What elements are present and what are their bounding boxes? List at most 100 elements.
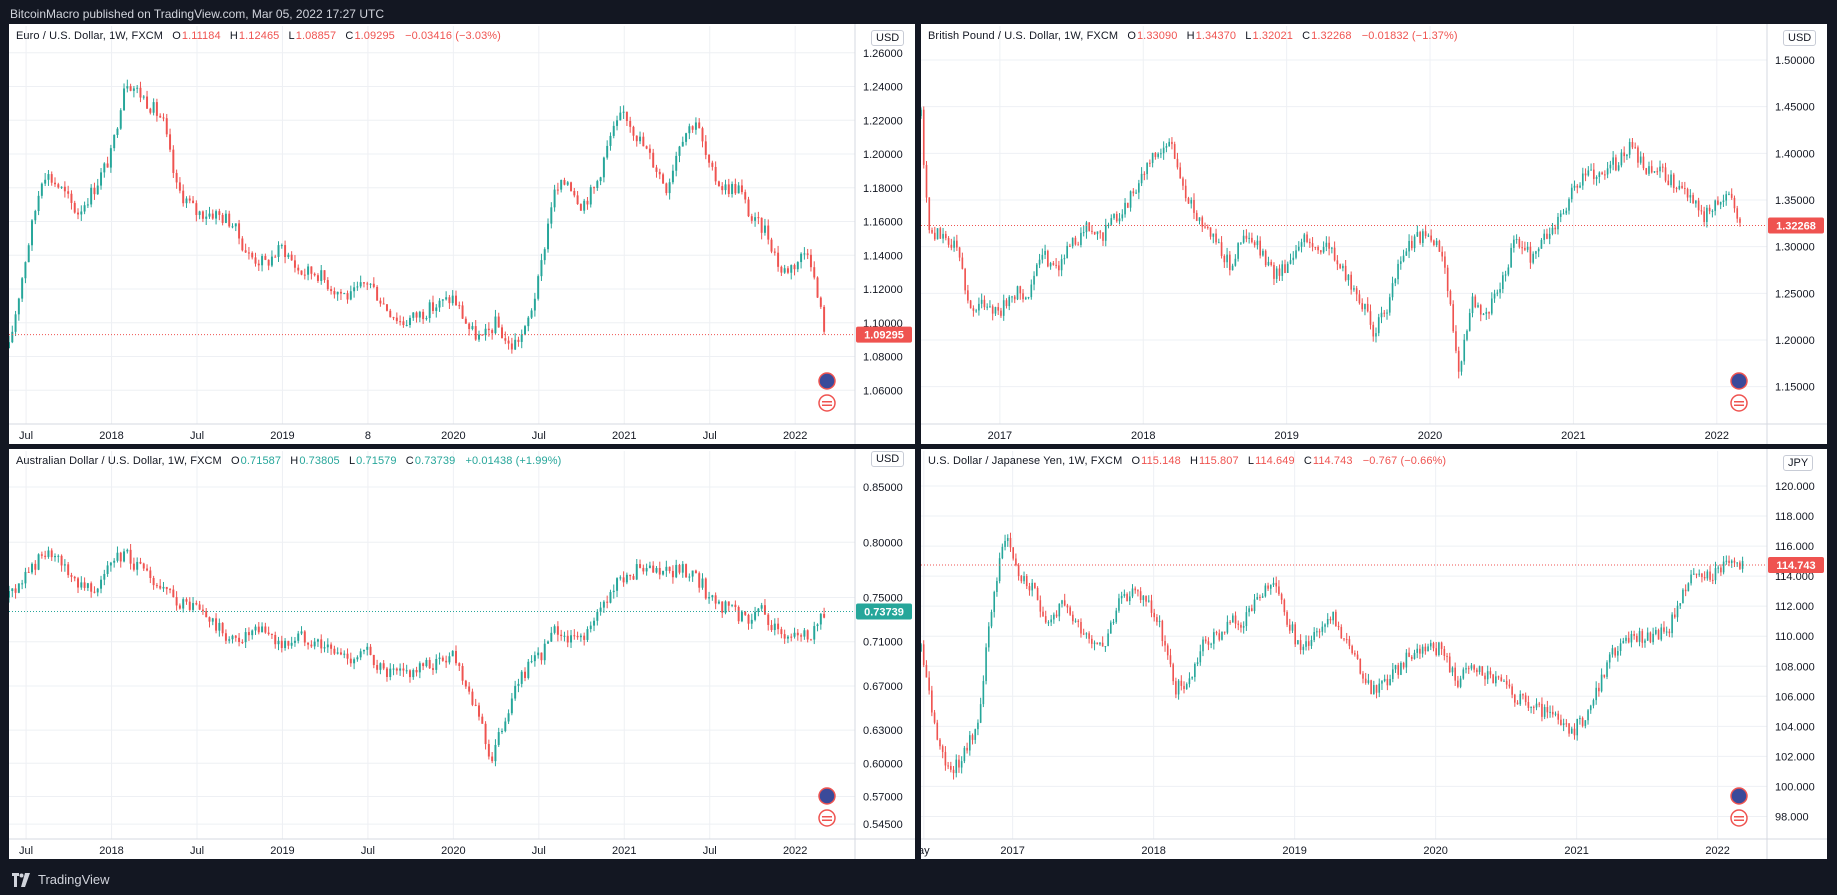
quote-currency-flag-icon: [818, 809, 836, 827]
candle-body: [952, 769, 955, 774]
candle-body: [336, 652, 339, 654]
audusd-chart-panel[interactable]: 0.85000 0.80000 0.75000 0.71000 0.67000 0.630…: [9, 449, 915, 859]
candle-body: [1035, 264, 1038, 276]
candle-body: [517, 339, 520, 342]
candle-body: [422, 311, 425, 320]
candle-body: [978, 303, 980, 311]
candle-body: [1399, 261, 1402, 264]
candle-body: [1129, 191, 1132, 208]
candle-body: [1121, 214, 1124, 219]
y-tick-label: 1.22000: [863, 115, 903, 127]
candle-body: [510, 343, 513, 350]
candle-body: [1042, 611, 1044, 617]
audusd-chart-svg[interactable]: 0.85000 0.80000 0.75000 0.71000 0.67000 0.630…: [9, 449, 915, 859]
candle-body: [1681, 185, 1683, 189]
flag-stripe: [822, 404, 832, 406]
usdjpy-chart-panel[interactable]: 120.000 118.000 116.000 114.000 112.000 110.0…: [921, 449, 1827, 859]
candle-body: [139, 87, 142, 98]
candle-body: [717, 181, 720, 187]
candle-body: [550, 207, 553, 224]
candle-body: [182, 190, 185, 204]
candle-body: [412, 669, 415, 678]
candle-body: [1102, 232, 1104, 241]
candle-body: [1226, 621, 1229, 633]
candle-body: [983, 299, 986, 308]
candle-body: [1482, 313, 1485, 315]
candle-body: [813, 267, 816, 278]
candle-body: [1153, 612, 1156, 618]
candle-body: [1367, 680, 1370, 683]
candle-body: [320, 639, 323, 649]
candle-body: [1504, 274, 1507, 276]
candle-body: [300, 631, 303, 634]
candle-body: [142, 563, 145, 569]
footer-brand[interactable]: TradingView: [38, 872, 110, 887]
candle-body: [63, 564, 66, 566]
eurusd-currency-button[interactable]: USD: [871, 30, 905, 46]
candle-body: [1272, 582, 1275, 585]
candle-body: [24, 262, 27, 279]
candle-body: [989, 306, 991, 308]
candle-body: [247, 632, 250, 636]
candle-body: [106, 163, 109, 168]
candle-body: [1587, 170, 1590, 176]
candle-body: [1284, 264, 1286, 273]
candle-body: [1099, 642, 1101, 645]
candle-body: [1576, 185, 1579, 188]
candle-body: [169, 589, 172, 591]
candle-body: [432, 668, 434, 670]
candle-body: [510, 698, 513, 714]
y-tick-label: 0.75000: [863, 593, 903, 605]
last-price-badge: [1768, 217, 1824, 234]
candle-body: [149, 570, 152, 578]
candle-body: [530, 661, 533, 663]
candle-body: [737, 185, 740, 194]
candle-body: [668, 566, 671, 571]
usdjpy-currency-button[interactable]: JPY: [1783, 455, 1814, 471]
candle-body: [1013, 296, 1016, 300]
eurusd-chart-panel[interactable]: 1.26000 1.24000 1.22000 1.20000 1.18000 1.160…: [9, 24, 915, 444]
candle-body: [629, 120, 632, 127]
y-tick-label: 1.45000: [1775, 102, 1815, 114]
candle-body: [1614, 648, 1616, 656]
candle-body: [218, 622, 221, 631]
candle-body: [524, 671, 526, 678]
candle-body: [195, 603, 198, 605]
gbpusd-chart-svg[interactable]: 1.50000 1.45000 1.40000 1.35000 1.30000 1.250…: [921, 24, 1827, 444]
candle-body: [1031, 582, 1033, 591]
footer: TradingView: [10, 872, 110, 887]
candle-body: [86, 204, 89, 206]
candle-body: [1006, 537, 1009, 541]
candle-body: [1005, 300, 1008, 307]
candle-body: [1321, 626, 1324, 632]
candle-body: [1237, 623, 1240, 625]
y-tick-label: 1.18000: [863, 183, 903, 195]
candles-group: [921, 532, 1744, 780]
candle-body: [1695, 200, 1697, 204]
gbpusd-currency-button[interactable]: USD: [1783, 30, 1817, 46]
x-tick-label: 2021: [1564, 845, 1588, 857]
candle-body: [1069, 607, 1071, 615]
candle-body: [224, 633, 227, 641]
candle-body: [1199, 651, 1202, 663]
candle-body: [1507, 267, 1510, 275]
candle-body: [1579, 185, 1581, 188]
usdjpy-chart-svg[interactable]: 120.000 118.000 116.000 114.000 112.000 110.0…: [921, 449, 1827, 859]
candle-body: [967, 290, 969, 301]
candle-body: [1579, 717, 1581, 720]
published-by-line: BitcoinMacro published on TradingView.co…: [10, 7, 384, 21]
candle-body: [1019, 286, 1022, 294]
candle-body: [1165, 146, 1168, 148]
candle-body: [54, 182, 56, 185]
candle-body: [1394, 665, 1397, 670]
candle-body: [1670, 174, 1672, 186]
candle-body: [1077, 244, 1080, 246]
gbpusd-chart-panel[interactable]: 1.50000 1.45000 1.40000 1.35000 1.30000 1.250…: [921, 24, 1827, 444]
candle-body: [307, 642, 310, 645]
candle-body: [786, 636, 789, 639]
candle-body: [491, 756, 494, 762]
x-tick-label: Jul: [190, 845, 204, 857]
audusd-currency-button[interactable]: USD: [871, 451, 905, 467]
eurusd-chart-svg[interactable]: 1.26000 1.24000 1.22000 1.20000 1.18000 1.160…: [9, 24, 915, 444]
candle-body: [671, 170, 674, 183]
